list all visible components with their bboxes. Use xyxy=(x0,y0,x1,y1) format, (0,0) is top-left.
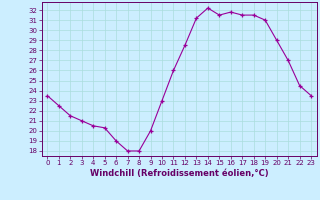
X-axis label: Windchill (Refroidissement éolien,°C): Windchill (Refroidissement éolien,°C) xyxy=(90,169,268,178)
